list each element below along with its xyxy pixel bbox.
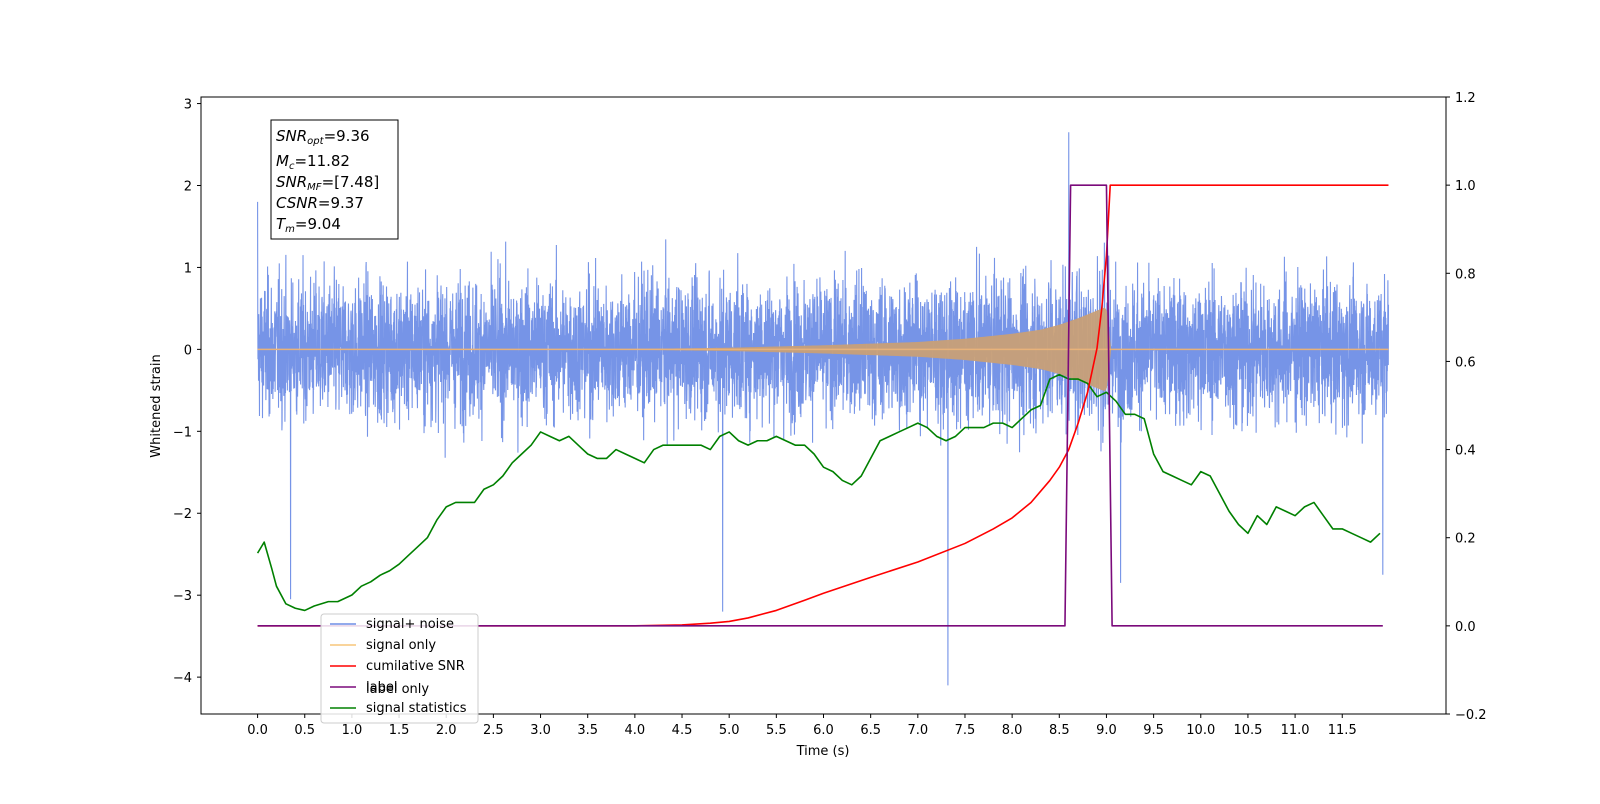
y-right-tick-label: 1.0	[1455, 179, 1476, 194]
y-tick-label: −2	[173, 507, 192, 522]
series-signal-noise	[257, 132, 1390, 686]
x-tick-label: 7.0	[907, 723, 928, 738]
series-label	[257, 184, 1383, 627]
x-tick-label: 10.5	[1233, 723, 1262, 738]
x-tick-label: 3.5	[577, 723, 598, 738]
series-csnr	[257, 184, 1389, 627]
x-axis: 0.0 0.5 1.0 1.5 2.0 2.5 3.0 3.5 4.0 4.5 5.0 5.5 6.0 6…	[247, 714, 1357, 738]
stats-tm: Tm=9.04	[276, 215, 341, 235]
y-right-tick-label: 0.0	[1455, 620, 1476, 635]
series-layer	[256, 132, 1390, 686]
y-axis-left: 3 2 1 0 −1 −2 −3 −4	[173, 98, 201, 686]
x-tick-label: 8.5	[1049, 723, 1070, 738]
x-tick-label: 5.0	[719, 723, 740, 738]
y-axis-label: Whitened strain	[149, 354, 164, 457]
y-right-tick-label: 0.8	[1455, 267, 1476, 282]
x-tick-label: 1.0	[342, 723, 363, 738]
stats-snr-opt: SNRopt=9.36	[276, 127, 370, 147]
y-tick-label: 2	[184, 179, 192, 194]
y-tick-label: 0	[184, 343, 192, 358]
x-tick-label: 0.0	[247, 723, 268, 738]
y-right-tick-label: 1.2	[1455, 91, 1476, 106]
x-tick-label: 6.5	[860, 723, 881, 738]
series-stat	[256, 373, 1381, 612]
legend-frame	[320, 613, 479, 724]
legend: label only signal+ noise signal only cumil…	[320, 613, 479, 724]
x-tick-label: 2.5	[483, 723, 504, 738]
x-tick-label: 1.5	[389, 723, 410, 738]
x-tick-label: 9.0	[1096, 723, 1117, 738]
legend-items: signal+ noise signal only cumilative SNR la…	[330, 617, 467, 716]
legend-label-stat: signal statistics	[366, 701, 467, 716]
x-tick-label: 8.0	[1002, 723, 1023, 738]
x-tick-label: 5.5	[766, 723, 787, 738]
x-tick-label: 11.0	[1281, 723, 1310, 738]
x-tick-label: 4.0	[625, 723, 646, 738]
stats-csnr: CSNR=9.37	[276, 194, 364, 212]
y-right-tick-label: −0.2	[1455, 708, 1487, 723]
legend-label-signal: signal only	[366, 638, 436, 653]
x-tick-label: 2.0	[436, 723, 457, 738]
legend-label-noise: signal+ noise	[366, 617, 454, 632]
x-tick-label: 7.5	[955, 723, 976, 738]
legend-ghost-text: label only	[366, 682, 429, 697]
y-tick-label: 3	[184, 98, 192, 113]
x-tick-label: 4.5	[672, 723, 693, 738]
y-tick-label: −4	[173, 671, 192, 686]
y-tick-label: −3	[173, 589, 192, 604]
stats-box-frame	[270, 119, 399, 240]
x-tick-label: 3.0	[530, 723, 551, 738]
x-tick-label: 11.5	[1328, 723, 1357, 738]
x-tick-label: 6.0	[813, 723, 834, 738]
legend-label-csnr: cumilative SNR	[366, 659, 465, 674]
legend-label-label: label	[366, 680, 397, 695]
x-tick-label: 10.0	[1186, 723, 1215, 738]
stats-mc: Mc=11.82	[276, 152, 350, 172]
y-tick-label: 1	[184, 261, 192, 276]
stats-snr-mf: SNRMF=[7.48]	[276, 173, 379, 193]
y-right-tick-label: 0.4	[1455, 444, 1476, 459]
y-tick-label: −1	[173, 425, 192, 440]
y-right-tick-label: 0.6	[1455, 355, 1476, 370]
x-axis-label: Time (s)	[796, 744, 850, 759]
x-tick-label: 9.5	[1143, 723, 1164, 738]
stats-box: SNRopt=9.36 Mc=11.82 SNRMF=[7.48] CSNR=9…	[270, 119, 399, 240]
y-axis-right: 1.2 1.0 0.8 0.6 0.4 0.2 0.0 −0.2	[1446, 91, 1487, 723]
x-tick-label: 0.5	[294, 723, 315, 738]
y-right-tick-label: 0.2	[1455, 532, 1476, 547]
